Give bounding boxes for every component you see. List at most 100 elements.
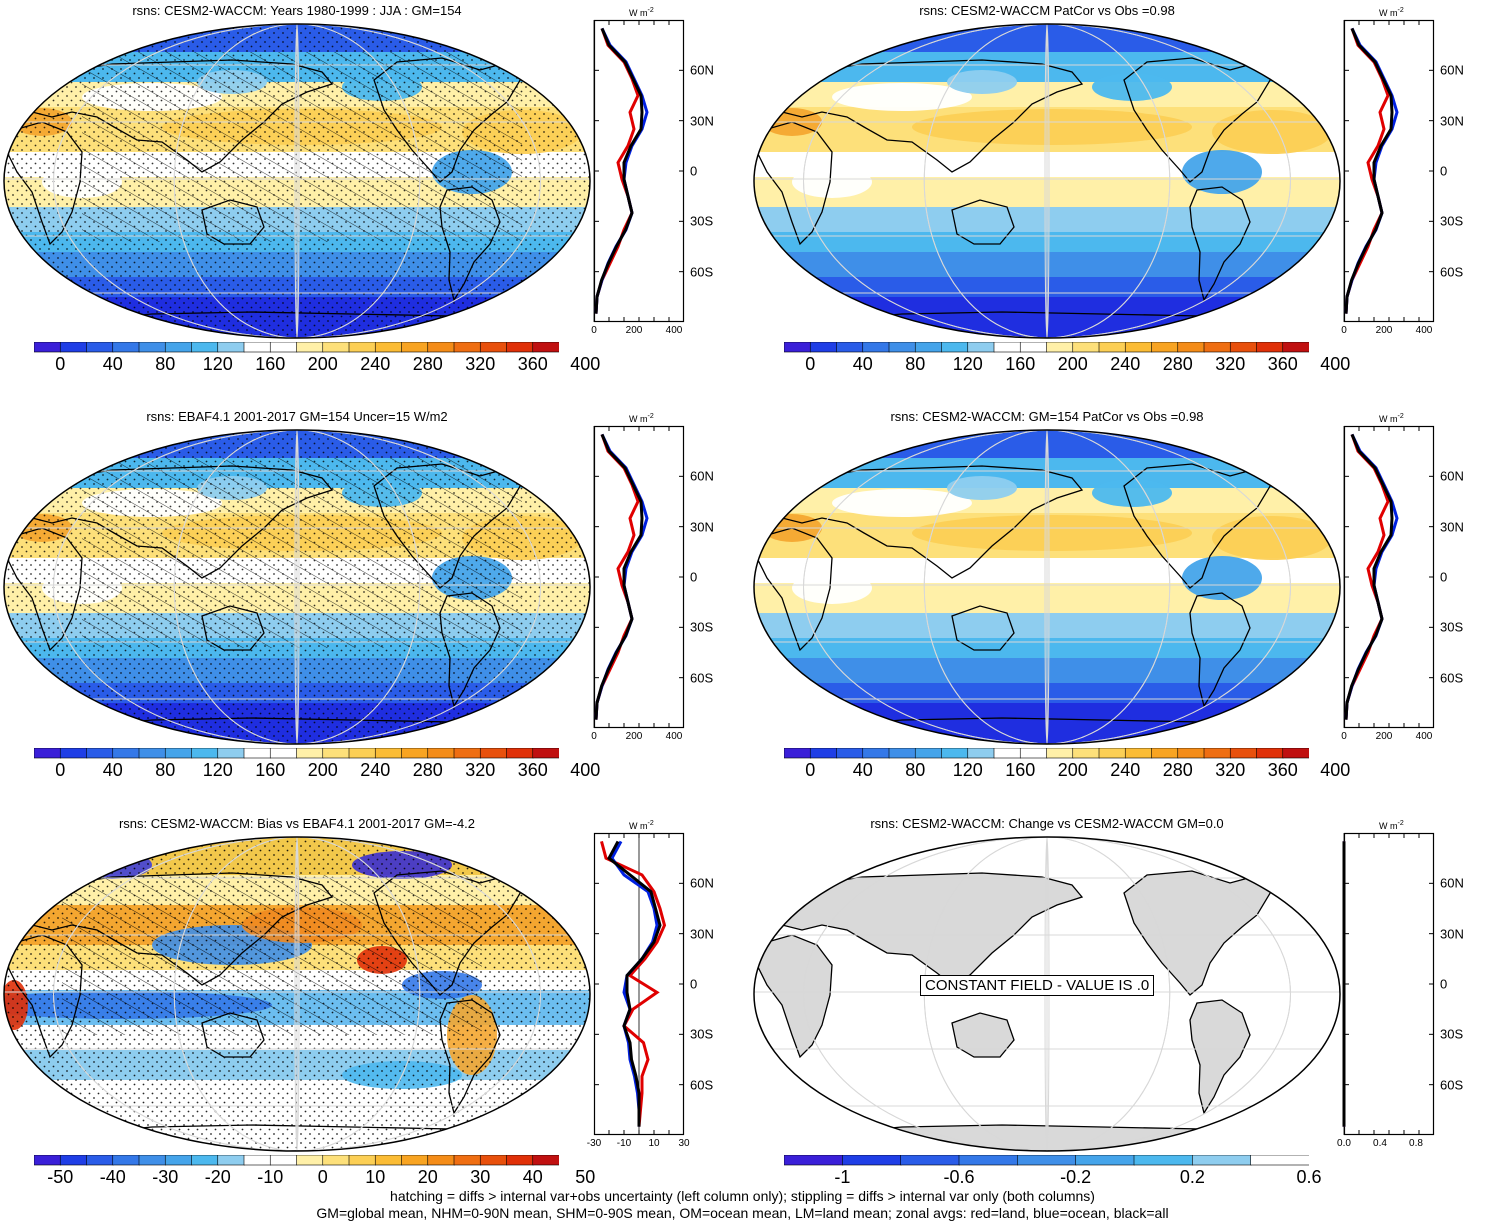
lat-label: 30N bbox=[690, 926, 714, 942]
land-northAmerica bbox=[1123, 870, 1273, 996]
colorbar-tick-label: 360 bbox=[1267, 354, 1298, 374]
colorbar bbox=[33, 340, 560, 358]
colorbar bbox=[783, 340, 1310, 358]
panel-change: rsns: CESM2-WACCM: Change vs CESM2-WACCM… bbox=[752, 815, 1342, 1153]
colorbar bbox=[33, 746, 560, 764]
lat-label: 60S bbox=[690, 1077, 714, 1093]
zonal-mean-plot bbox=[593, 832, 685, 1136]
colorbar-tick-label: 0 bbox=[805, 354, 816, 374]
lat-label: 0 bbox=[690, 163, 698, 179]
colorbar-tick-label: -30 bbox=[152, 1167, 179, 1187]
colorbar-box bbox=[1019, 341, 1048, 353]
colorbar-box bbox=[33, 1154, 62, 1166]
colorbar-box bbox=[1192, 1154, 1252, 1166]
colorbar-box bbox=[842, 1154, 902, 1166]
zonal-line-all bbox=[1344, 27, 1394, 314]
colorbar-box bbox=[217, 747, 245, 759]
colorbar-box bbox=[1177, 341, 1205, 353]
colorbar-tick-label: 80 bbox=[155, 760, 176, 780]
colorbar-tick-label: 160 bbox=[1005, 354, 1036, 374]
colorbar-tick-label: 40 bbox=[522, 1167, 543, 1187]
colorbar-tick-label: 50 bbox=[575, 1167, 596, 1187]
colorbar-tick-label: 200 bbox=[1057, 354, 1088, 374]
colorbar-box bbox=[453, 1154, 482, 1166]
zonal-x-label: 200 bbox=[625, 325, 643, 336]
colorbar-box bbox=[836, 341, 864, 353]
colorbar-box bbox=[888, 341, 917, 353]
colorbar-box bbox=[479, 747, 508, 759]
lat-label: 0 bbox=[1440, 163, 1448, 179]
colorbar-tick-label: -50 bbox=[47, 1167, 74, 1187]
colorbar-box bbox=[967, 747, 995, 759]
colorbar-box bbox=[269, 747, 298, 759]
colorbar-box bbox=[112, 747, 140, 759]
colorbar-box bbox=[348, 747, 377, 759]
colorbar-tick-label: 360 bbox=[517, 354, 548, 374]
colorbar-box bbox=[164, 341, 193, 353]
zonal-x-label: 200 bbox=[1375, 325, 1393, 336]
footer-line-1: hatching = diffs > internal var+obs unce… bbox=[390, 1188, 1095, 1204]
zonal-units: W m-2 bbox=[629, 820, 654, 831]
colorbar-box bbox=[783, 747, 812, 759]
colorbar-box bbox=[809, 747, 838, 759]
colorbar-tick-label: 40 bbox=[102, 354, 123, 374]
colorbar-box bbox=[1019, 747, 1048, 759]
colorbar-box bbox=[809, 341, 838, 353]
colorbar-box bbox=[59, 341, 88, 353]
colorbar-box bbox=[1250, 1154, 1310, 1166]
panel-obs-climatology: rsns: EBAF4.1 2001-2017 GM=154 Uncer=15 … bbox=[2, 408, 592, 746]
zonal-mean-plot bbox=[593, 425, 685, 729]
colorbar-box bbox=[164, 1154, 193, 1166]
robinson-map bbox=[3, 23, 591, 339]
colorbar-box bbox=[296, 1154, 324, 1166]
robinson-map bbox=[3, 429, 591, 745]
colorbar-box bbox=[1046, 747, 1074, 759]
colorbar-box bbox=[427, 341, 455, 353]
colorbar-box bbox=[1256, 341, 1284, 353]
lat-label: 30S bbox=[690, 1026, 714, 1042]
map-title: rsns: CESM2-WACCM: Years 1980-1999 : JJA… bbox=[132, 3, 462, 18]
colorbar-box bbox=[532, 747, 560, 759]
map-field bbox=[754, 24, 1340, 338]
colorbar-box bbox=[1282, 747, 1310, 759]
zonal-mean-plot bbox=[1343, 19, 1435, 323]
colorbar-tick-label: 240 bbox=[1110, 354, 1141, 374]
colorbar-box bbox=[243, 1154, 272, 1166]
map-outline bbox=[753, 429, 1341, 745]
units-text: W m bbox=[629, 414, 648, 424]
units-exponent: -2 bbox=[647, 820, 654, 827]
map-outline bbox=[753, 836, 1341, 1152]
zonal-line-land bbox=[600, 841, 667, 1127]
colorbar-box bbox=[374, 1154, 403, 1166]
zonal-line-all bbox=[594, 27, 644, 314]
colorbar-tick-label: 120 bbox=[952, 354, 983, 374]
colorbar-tick-label: 280 bbox=[412, 760, 443, 780]
lat-label: 60N bbox=[1440, 468, 1464, 484]
footer-line-2: GM=global mean, NHM=0-90N mean, SHM=0-90… bbox=[316, 1205, 1169, 1221]
zonal-units: W m-2 bbox=[1379, 7, 1404, 18]
colorbar-box bbox=[993, 747, 1022, 759]
units-text: W m bbox=[1379, 414, 1398, 424]
colorbar-tick-label: 320 bbox=[465, 760, 496, 780]
colorbar-box bbox=[217, 1154, 245, 1166]
colorbar-box bbox=[993, 341, 1022, 353]
map-title: rsns: CESM2-WACCM: Change vs CESM2-WACCM… bbox=[870, 816, 1224, 831]
colorbar-box bbox=[427, 747, 455, 759]
colorbar-tick-label: 160 bbox=[255, 354, 286, 374]
colorbar-box bbox=[401, 747, 429, 759]
colorbar-box bbox=[1151, 341, 1179, 353]
zonal-x-label: 0 bbox=[591, 325, 597, 336]
lat-label: 30N bbox=[690, 113, 714, 129]
units-text: W m bbox=[629, 8, 648, 18]
colorbar-box bbox=[958, 1154, 1019, 1166]
units-text: W m bbox=[1379, 821, 1398, 831]
colorbar-box bbox=[1017, 1154, 1077, 1166]
colorbar-box bbox=[1256, 747, 1284, 759]
colorbar-box bbox=[1124, 747, 1153, 759]
colorbar-box bbox=[33, 341, 62, 353]
colorbar-box bbox=[1098, 747, 1127, 759]
zonal-x-label: 0.0 bbox=[1337, 1138, 1351, 1149]
lat-label: 60S bbox=[690, 264, 714, 280]
lat-label: 30N bbox=[1440, 926, 1464, 942]
units-exponent: -2 bbox=[647, 7, 654, 14]
